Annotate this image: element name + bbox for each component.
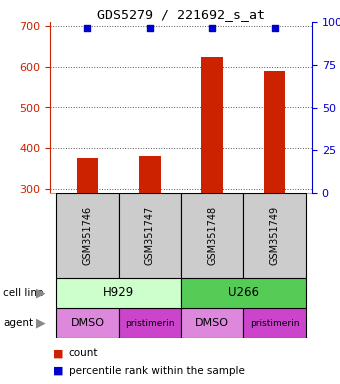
Point [147,25,153,31]
Point [209,25,215,31]
Text: count: count [69,348,98,358]
Text: ▶: ▶ [36,316,46,329]
Text: DMSO: DMSO [195,318,229,328]
Bar [243,308,306,338]
Bar [243,193,306,278]
Bar [201,56,223,193]
Bar [56,278,181,308]
Text: GSM351747: GSM351747 [145,206,155,265]
Bar [119,193,181,278]
Bar [264,71,286,193]
Text: U266: U266 [228,286,259,300]
Text: agent: agent [3,318,34,328]
Text: cell line: cell line [3,288,44,298]
Bar [119,308,181,338]
Point [85,25,90,31]
Bar [139,156,161,193]
Text: H929: H929 [103,286,134,300]
Text: ▶: ▶ [36,286,46,300]
Bar [76,158,98,193]
Text: GSM351748: GSM351748 [207,206,217,265]
Text: GSM351749: GSM351749 [270,206,279,265]
Text: DMSO: DMSO [70,318,104,328]
Text: GSM351746: GSM351746 [82,206,92,265]
Bar [181,193,243,278]
Text: ■: ■ [53,348,67,358]
Bar [56,308,119,338]
Text: ■: ■ [53,366,67,376]
Bar [181,308,243,338]
Bar [181,278,306,308]
Bar [56,193,119,278]
Title: GDS5279 / 221692_s_at: GDS5279 / 221692_s_at [97,8,265,21]
Text: percentile rank within the sample: percentile rank within the sample [69,366,244,376]
Text: pristimerin: pristimerin [125,318,174,328]
Point [272,25,277,31]
Text: pristimerin: pristimerin [250,318,299,328]
